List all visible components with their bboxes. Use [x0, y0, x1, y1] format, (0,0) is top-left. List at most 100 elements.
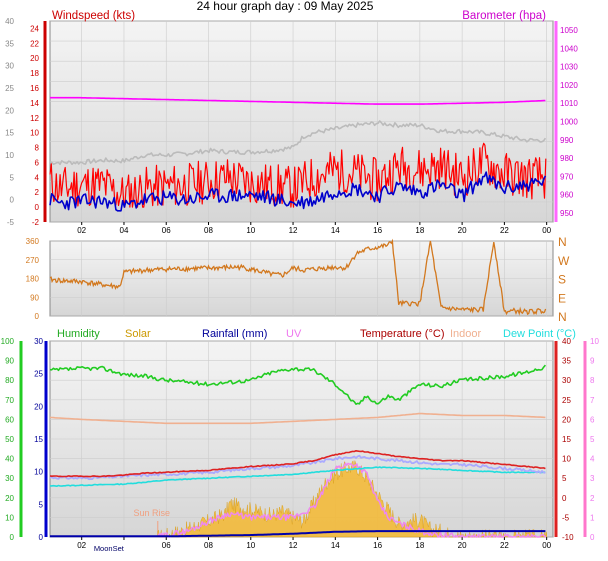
climate-humidity-tick-label: 30: [5, 474, 14, 483]
humidity-line: [49, 364, 547, 406]
dir-left-tick-label: 90: [30, 293, 39, 302]
wind-inner-tick-label: 24: [30, 24, 39, 33]
climate-humidity-tick-label: 90: [5, 357, 14, 366]
climate-uv-tick-label: 10: [590, 337, 599, 346]
climate-temp-tick-label: 15: [562, 435, 571, 444]
wind-right-tick-label: 980: [560, 154, 574, 163]
climate-x-tick-label: 02: [77, 541, 86, 550]
climate-x-tick-label: 22: [500, 541, 509, 550]
climate-humidity-tick-label: 0: [10, 533, 15, 542]
wind-outer-tick-label: 40: [5, 17, 14, 26]
dir-compass-label: E: [558, 291, 566, 305]
wind-outer-tick-label: 0: [10, 196, 15, 205]
climate-temp-tick-label: 30: [562, 376, 571, 385]
dew-point-line: [50, 466, 546, 488]
wind-inner-tick-label: 12: [30, 114, 39, 123]
wind-x-tick-label: 16: [373, 226, 382, 235]
climate-humidity-tick-label: 20: [5, 494, 14, 503]
wind-right-tick-label: 960: [560, 191, 574, 200]
climate-uv-tick-label: 4: [590, 455, 595, 464]
wind-inner-tick-label: 18: [30, 69, 39, 78]
wind-x-tick-label: 14: [331, 226, 340, 235]
wind-x-tick-label: 06: [162, 226, 171, 235]
climate-humidity-tick-label: 60: [5, 415, 14, 424]
wind-right-tick-label: 1000: [560, 118, 578, 127]
graph-title: 24 hour graph day : 09 May 2025: [197, 0, 374, 13]
climate-uv-tick-label: 7: [590, 396, 595, 405]
rainfall-line: [50, 530, 546, 538]
sunrise-annotation: Sun Rise: [134, 508, 171, 518]
wind-avg-line: [49, 120, 547, 166]
moonset-annotation: MoonSet: [94, 544, 125, 553]
climate-uv-tick-label: 1: [590, 513, 595, 522]
climate-humidity-tick-label: 80: [5, 376, 14, 385]
wind-outer-tick-label: -5: [7, 218, 15, 227]
dir-compass-label: S: [558, 273, 566, 287]
wind-outer-tick-label: 25: [5, 84, 14, 93]
wind-right-tick-label: 1050: [560, 26, 578, 35]
climate-rain-tick-label: 20: [34, 402, 43, 411]
wind-right-tick-label: 1030: [560, 63, 578, 72]
wind-outer-tick-label: 20: [5, 106, 14, 115]
climate-x-tick-label: 12: [289, 541, 298, 550]
dir-left-tick-label: 0: [35, 312, 40, 321]
climate-humidity-tick-label: 50: [5, 435, 14, 444]
climate-legend-label: Temperature (°C): [360, 328, 444, 340]
wind-x-tick-label: 18: [415, 226, 424, 235]
wind-inner-tick-label: 20: [30, 54, 39, 63]
wind-right-tick-label: 990: [560, 136, 574, 145]
wind-x-tick-label: 02: [77, 226, 86, 235]
dir-compass-label: N: [558, 235, 567, 249]
climate-legend-label: Rainfall (mm): [202, 328, 267, 340]
climate-uv-tick-label: 8: [590, 376, 595, 385]
climate-rain-tick-label: 0: [39, 533, 44, 542]
windspeed-line: [49, 142, 547, 208]
indoor-temp-line: [49, 412, 546, 425]
wind-right-tick-label: 1010: [560, 99, 578, 108]
wind-inner-tick-label: -2: [32, 218, 40, 227]
wind-right-tick-label: 1040: [560, 44, 578, 53]
dir-compass-label: W: [558, 254, 570, 268]
climate-uv-tick-label: 6: [590, 415, 595, 424]
dir-left-tick-label: 360: [26, 237, 40, 246]
dir-left-tick-label: 180: [26, 275, 40, 284]
panel-layer: -50510152025303540-202468101214161820222…: [1, 10, 600, 553]
climate-temp-tick-label: 35: [562, 357, 571, 366]
climate-temp-tick-label: 0: [562, 494, 567, 503]
climate-x-tick-label: 10: [246, 541, 255, 550]
climate-x-tick-label: 00: [542, 541, 551, 550]
wind-outer-tick-label: 5: [10, 173, 15, 182]
climate-rain-tick-label: 15: [34, 435, 43, 444]
climate-temp-tick-label: 20: [562, 415, 571, 424]
wind-inner-tick-label: 10: [30, 129, 39, 138]
climate-legend-label: Humidity: [57, 328, 100, 340]
wind-x-tick-label: 04: [120, 226, 129, 235]
temperature-line: [49, 449, 546, 478]
climate-legend-label: UV: [286, 328, 302, 340]
climate-rain-tick-label: 10: [34, 468, 43, 477]
climate-x-tick-label: 16: [373, 541, 382, 550]
climate-temp-tick-label: -5: [562, 513, 570, 522]
wind-inner-tick-label: 0: [35, 203, 40, 212]
wind-inner-tick-label: 16: [30, 84, 39, 93]
climate-uv-tick-label: 0: [590, 533, 595, 542]
climate-temp-tick-label: 40: [562, 337, 571, 346]
climate-humidity-tick-label: 100: [1, 337, 15, 346]
climate-x-tick-label: 20: [458, 541, 467, 550]
wind-inner-tick-label: 2: [35, 188, 40, 197]
wind-right-tick-label: 1020: [560, 81, 578, 90]
dir-compass-label: N: [558, 310, 567, 324]
climate-x-tick-label: 06: [162, 541, 171, 550]
wind-x-tick-label: 00: [542, 226, 551, 235]
wind-x-tick-label: 08: [204, 226, 213, 235]
wind-legend-label: Windspeed (kts): [52, 10, 135, 22]
climate-legend-label: Indoor: [450, 328, 482, 340]
wind-outer-tick-label: 15: [5, 129, 14, 138]
wind-base-line: [49, 171, 547, 212]
wind-outer-tick-label: 30: [5, 62, 14, 71]
climate-uv-tick-label: 5: [590, 435, 595, 444]
climate-temp-tick-label: 5: [562, 474, 567, 483]
dir-left-tick-label: 270: [26, 256, 40, 265]
climate-rain-tick-label: 25: [34, 370, 43, 379]
